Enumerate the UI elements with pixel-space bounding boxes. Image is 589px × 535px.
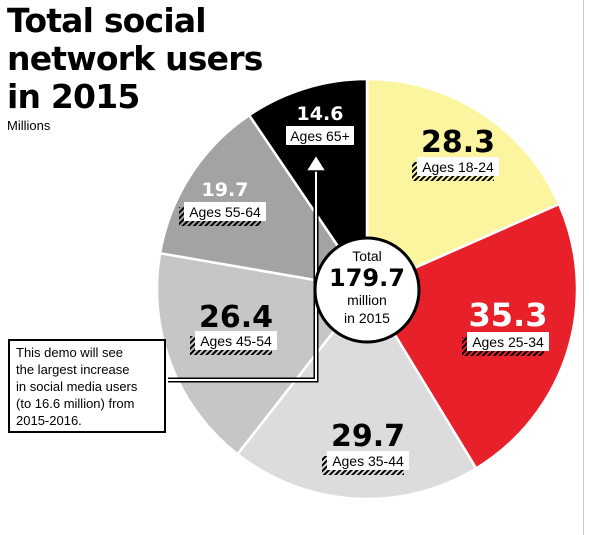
slice-value-ages-45-54: 26.4	[199, 300, 273, 335]
title-block: Total social network users in 2015 Milli…	[7, 1, 263, 134]
slice-ages-35-44	[235, 286, 478, 501]
right-border-rule	[583, 0, 584, 535]
label-box	[286, 126, 354, 145]
label-box	[417, 157, 499, 176]
slice-label-ages-35-44: Ages 35-44	[332, 453, 404, 469]
center-total-circle	[313, 236, 421, 344]
center-unit-label: million	[347, 292, 387, 308]
slice-label-ages-55-64: Ages 55-64	[189, 204, 261, 220]
annotation-box: This demo will see the largest increase …	[8, 339, 166, 433]
slice-value-ages-35-44: 29.7	[331, 419, 405, 454]
label-box	[327, 451, 409, 470]
annotation-line-3: in social media users	[16, 379, 138, 394]
title-line-3: in 2015	[7, 77, 140, 116]
annotation-line-1: This demo will see	[16, 345, 123, 360]
slice-label-ages-25-34: Ages 25-34	[472, 334, 544, 350]
annotation-line-4: (to 16.6 million) from	[16, 396, 135, 411]
center-year-label: in 2015	[344, 310, 390, 326]
unit-label: Millions	[7, 118, 51, 133]
annotation-arrowhead	[304, 153, 328, 172]
slice-value-ages-18-24: 28.3	[421, 125, 495, 160]
slice-ages-18-24	[365, 77, 561, 291]
label-box	[195, 331, 277, 350]
title-line-1: Total social	[7, 1, 207, 40]
annotation-line-2: the largest increase	[16, 362, 130, 377]
slice-value-ages-25-34: 35.3	[469, 296, 548, 334]
annotation-connector	[168, 166, 317, 381]
slice-label-ages-45-54: Ages 45-54	[200, 333, 272, 349]
slice-label-ages-65-plus: Ages 65+	[290, 128, 350, 144]
slice-value-ages-65-plus: 14.6	[297, 103, 344, 125]
slice-label-ages-18-24: Ages 18-24	[422, 159, 494, 175]
title-line-2: network users	[7, 39, 263, 78]
slice-value-ages-55-64: 19.7	[202, 179, 249, 201]
label-box	[467, 332, 549, 351]
center-total-label: Total	[352, 248, 382, 264]
annotation-line-5: 2015-2016.	[16, 413, 82, 428]
center-total-value: 179.7	[329, 264, 405, 292]
label-box	[184, 202, 266, 221]
